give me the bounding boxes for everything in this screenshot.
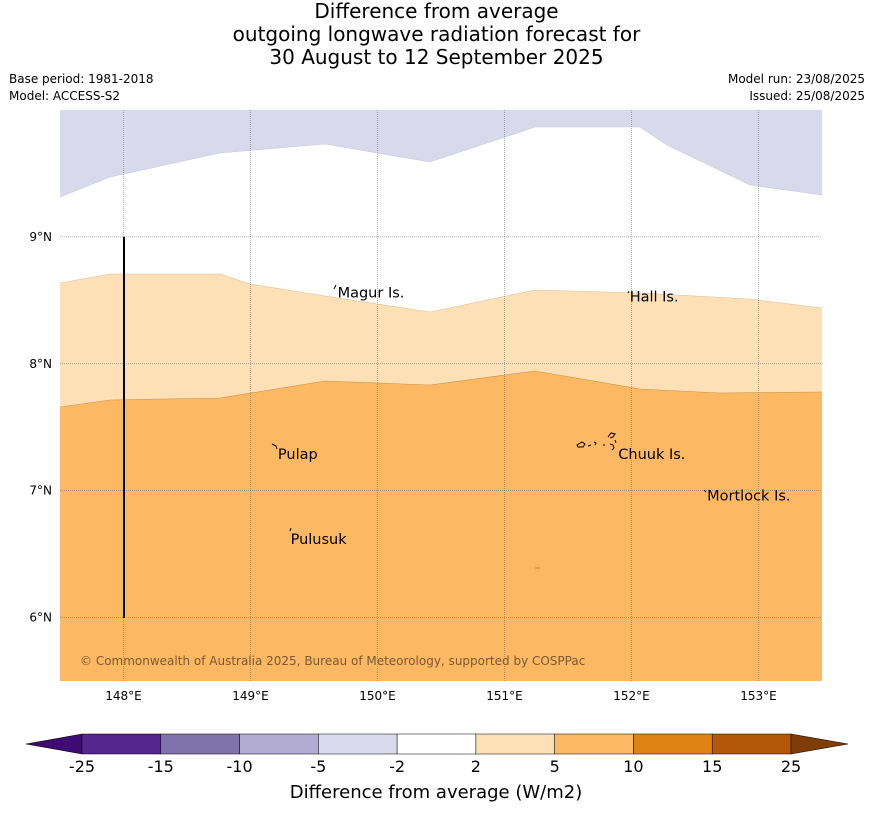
colorbar-tick-label: -15 <box>148 757 174 776</box>
colorbar-tick-label: -5 <box>310 757 326 776</box>
pulap-island-shape <box>271 443 278 450</box>
colorbar-swatch <box>81 733 162 755</box>
chuuk-island-shapes <box>576 432 617 451</box>
meta-left: Base period: 1981-2018 Model: ACCESS-S2 <box>9 71 154 105</box>
base-period-text: Base period: 1981-2018 <box>9 72 154 86</box>
contour-line-5 <box>60 370 822 408</box>
colorbar-tick-label: -25 <box>69 757 95 776</box>
place-label: Pulap <box>278 447 318 463</box>
contour-line-minus-2 <box>60 126 822 198</box>
y-tick-label: 9°N <box>29 230 52 244</box>
x-tick-label: 152°E <box>613 689 650 703</box>
colorbar-swatch <box>239 733 319 755</box>
copyright-text: © Commonwealth of Australia 2025, Bureau… <box>80 654 585 668</box>
x-tick-label: 151°E <box>486 689 523 703</box>
title-line-2: outgoing longwave radiation forecast for <box>232 22 641 46</box>
place-label: Chuuk Is. <box>618 447 685 463</box>
fill-minus-2-to-minus-5 <box>60 110 822 197</box>
place-label: Pulusuk <box>291 532 348 548</box>
x-tick-label: 150°E <box>359 689 396 703</box>
x-axis-ticks: 148°E 149°E 150°E 151°E 152°E 153°E <box>105 689 777 703</box>
y-axis-ticks: 9°N 8°N 7°N 6°N <box>29 230 52 625</box>
model-run-text: Model run: 23/08/2025 <box>727 72 865 86</box>
colorbar-tick-label: 10 <box>623 757 643 776</box>
colorbar-swatch <box>633 733 713 755</box>
place-label: Mortlock Is. <box>707 489 790 505</box>
colorbar-tick-label: 2 <box>471 757 481 776</box>
colorbar-swatch <box>160 733 240 755</box>
colorbar-extend-high <box>790 733 849 755</box>
colorbar-tick-label: 15 <box>702 757 722 776</box>
y-tick-label: 8°N <box>29 357 52 371</box>
colorbar-extend-low <box>25 733 83 755</box>
x-tick-label: 153°E <box>740 689 777 703</box>
issued-text: Issued: 25/08/2025 <box>749 89 865 103</box>
gridlines <box>60 110 822 681</box>
y-tick-label: 7°N <box>29 484 52 498</box>
colorbar-tick-label: -2 <box>389 757 405 776</box>
place-labels: Magur Is. Hall Is. Pulap Chuuk Is. Mortlock … <box>278 286 791 548</box>
island-outlines <box>271 284 707 569</box>
place-label: Magur Is. <box>338 286 405 302</box>
colorbar-tick-label: 25 <box>781 757 801 776</box>
map-title: Difference from average outgoing longwav… <box>0 0 873 69</box>
contour-fills <box>60 110 822 681</box>
title-line-3: 30 August to 12 September 2025 <box>269 45 604 69</box>
x-tick-label: 148°E <box>105 689 142 703</box>
x-tick-label: 149°E <box>232 689 269 703</box>
colorbar-swatch <box>475 733 555 755</box>
colorbar-tick-label: 5 <box>550 757 560 776</box>
mortlock-island-shape <box>703 489 707 493</box>
colorbar-swatch <box>554 733 634 755</box>
hall-island-shape <box>627 290 630 294</box>
colorbar: -25 -15 -10 -5 -2 2 5 10 15 25 <box>25 733 849 776</box>
colorbar-title: Difference from average (W/m2) <box>290 782 582 803</box>
meta-right: Model run: 23/08/2025 Issued: 25/08/2025 <box>728 71 865 105</box>
model-text: Model: ACCESS-S2 <box>9 89 121 103</box>
title-line-1: Difference from average <box>314 0 559 23</box>
y-tick-label: 6°N <box>29 611 52 625</box>
pulusuk-island-shape <box>289 527 292 532</box>
colorbar-swatch <box>396 733 477 755</box>
colorbar-tick-label: -10 <box>226 757 252 776</box>
place-label: Hall Is. <box>630 290 679 306</box>
colorbar-swatch <box>711 733 792 755</box>
colorbar-swatch <box>318 733 398 755</box>
magur-island-shape <box>333 284 337 290</box>
